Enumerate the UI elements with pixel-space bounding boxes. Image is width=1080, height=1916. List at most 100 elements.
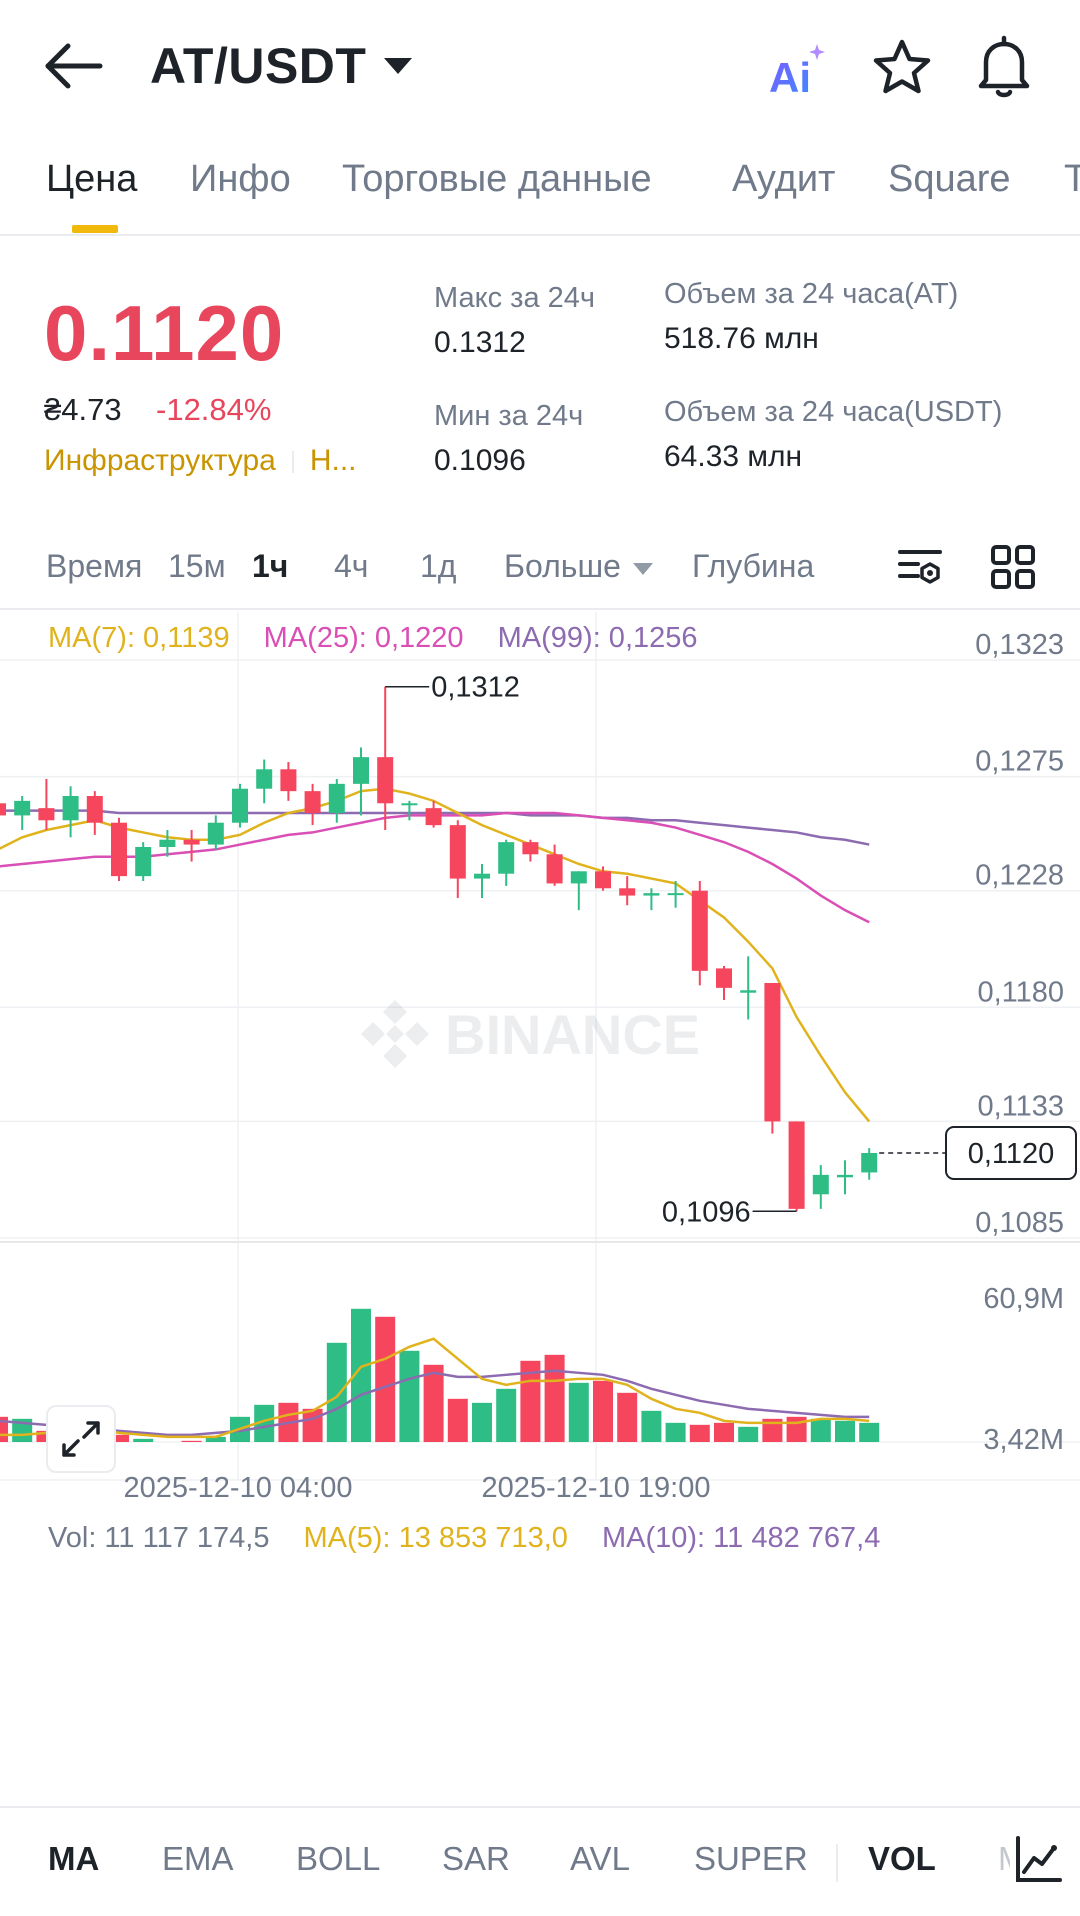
volume-bar — [810, 1418, 831, 1442]
candle-body — [764, 983, 781, 1122]
volume-bars — [0, 1308, 880, 1442]
tab-more-truncated[interactable]: Т — [1064, 158, 1080, 200]
volume-bar — [714, 1422, 734, 1442]
volume-bar — [375, 1316, 396, 1442]
indicator-sar[interactable]: SAR — [442, 1840, 510, 1877]
candle-body — [62, 796, 79, 821]
volume-ma10-legend: MA(10): 11 482 767,4 — [601, 1522, 881, 1554]
volume-bar — [133, 1438, 154, 1442]
candle-body — [328, 783, 345, 813]
candle-body — [304, 791, 321, 813]
current-price-badge — [945, 1126, 1077, 1180]
binance-watermark: BINANCE — [361, 1000, 700, 1068]
candle-body — [425, 808, 442, 826]
tab-audit[interactable]: Аудит — [732, 158, 836, 200]
interval-1h[interactable]: 1ч — [252, 548, 289, 584]
price-axis: 0,1323 0,1275 0,1228 0,1180 0,1133 0,1085 60,9… — [124, 629, 1064, 1504]
volume-bar — [254, 1404, 275, 1442]
indicator-ema[interactable]: EMA — [162, 1840, 234, 1877]
candle-body — [643, 893, 660, 896]
vol_ma10-line — [0, 1369, 870, 1437]
volume-bar — [0, 1416, 8, 1442]
volume-legend: Vol: 11 117 174,5 MA(5): 13 853 713,0 MA… — [48, 1522, 906, 1555]
volume-bar — [302, 1408, 323, 1442]
tab-price[interactable]: Цена — [46, 158, 138, 200]
volume-bar — [447, 1398, 468, 1442]
candle-body — [619, 888, 636, 896]
volume-bar — [181, 1440, 202, 1442]
indicator-avl[interactable]: AVL — [570, 1840, 630, 1877]
tab-info[interactable]: Инфо — [190, 158, 291, 200]
price-change-percent: -12.84% — [156, 392, 272, 427]
time-axis-label: 2025-12-10 04:00 — [124, 1472, 353, 1504]
candle-body — [207, 822, 224, 845]
candle-body — [522, 842, 539, 855]
price-tick-label: 0,1275 — [975, 746, 1064, 778]
indicator-vol[interactable]: VOL — [868, 1840, 936, 1877]
candle-body — [595, 871, 611, 889]
interval-more[interactable]: Больше — [504, 548, 653, 585]
volume-bar — [544, 1354, 565, 1442]
tag-infrastructure[interactable]: Инфраструктура — [44, 444, 276, 477]
volume-bar — [496, 1388, 517, 1442]
current-price-label: 0,1120 — [968, 1138, 1055, 1170]
candle-body — [183, 839, 200, 845]
high-24h-value: 0.1312 — [434, 326, 526, 359]
tab-trading-data[interactable]: Торговые данные — [342, 158, 652, 200]
chart-settings-icon[interactable] — [896, 544, 944, 592]
candle-body — [691, 890, 708, 971]
pair-selector[interactable]: AT/USDT — [150, 36, 413, 96]
volume-base-value: 518.76 млн — [664, 322, 819, 355]
low-marker-label: 0,1096 — [662, 1196, 751, 1228]
ma7-line — [0, 787, 871, 1123]
candle-body — [232, 788, 248, 823]
candle-body — [667, 893, 684, 896]
section-tabs: Цена Инфо Торговые данные Аудит Square Т — [0, 148, 1080, 236]
volume-bar — [641, 1410, 662, 1442]
candle-body — [498, 842, 515, 874]
indicator-settings-icon[interactable] — [1010, 1832, 1066, 1888]
ai-label: Ai — [769, 54, 811, 100]
interval-4h[interactable]: 4ч — [334, 548, 369, 584]
interval-depth[interactable]: Глубина — [692, 548, 815, 584]
volume-bar — [689, 1424, 710, 1442]
volume-bar — [593, 1380, 613, 1442]
bell-notification-icon[interactable] — [972, 34, 1036, 100]
indicator-ma[interactable]: MA — [48, 1840, 100, 1877]
indicator-divider — [836, 1844, 838, 1882]
ma7-legend: MA(7): 0,1139 — [48, 622, 230, 654]
candle-body — [570, 871, 587, 884]
volume-value-legend: Vol: 11 117 174,5 — [48, 1522, 270, 1554]
ai-assistant-button[interactable]: Ai — [765, 40, 829, 101]
indicator-super[interactable]: SUPER — [694, 1840, 808, 1877]
volume-bar — [568, 1382, 589, 1442]
tab-square[interactable]: Square — [888, 158, 1011, 200]
candle-body — [401, 803, 418, 806]
layout-grid-icon[interactable] — [990, 544, 1036, 590]
interval-1d[interactable]: 1д — [420, 548, 457, 584]
back-arrow-icon[interactable] — [40, 36, 110, 96]
high-marker-label: 0,1312 — [431, 672, 520, 704]
candle-body — [861, 1153, 878, 1173]
low-24h-value: 0.1096 — [434, 444, 526, 477]
candle-body — [788, 1121, 805, 1209]
moving-average-lines — [0, 787, 871, 1123]
indicator-boll[interactable]: BOLL — [296, 1840, 381, 1877]
interval-15m[interactable]: 15м — [168, 548, 226, 584]
ma-legend: MA(7): 0,1139 MA(25): 0,1220 MA(99): 0,1… — [48, 622, 724, 655]
expand-chart-button[interactable] — [46, 1405, 116, 1473]
candle-body — [474, 873, 490, 879]
tag-truncated[interactable]: Н... — [309, 444, 357, 477]
volume-bar — [835, 1420, 855, 1442]
volume-bar — [472, 1402, 492, 1442]
vol_ma5-line — [0, 1337, 870, 1439]
volume-quote-value: 64.33 млн — [664, 440, 803, 473]
interval-time[interactable]: Время — [46, 548, 143, 584]
price-tick-label: 0,1228 — [975, 860, 1064, 892]
candle-body — [280, 769, 297, 792]
watermark-text: BINANCE — [445, 1003, 700, 1066]
volume-bar — [12, 1418, 33, 1442]
volume-ma5-legend: MA(5): 13 853 713,0 — [303, 1522, 568, 1554]
candlestick-chart[interactable]: BINANCE 0,13230,12750,12280,11800,11330,… — [0, 612, 1080, 1806]
favorite-star-icon[interactable] — [870, 36, 934, 100]
